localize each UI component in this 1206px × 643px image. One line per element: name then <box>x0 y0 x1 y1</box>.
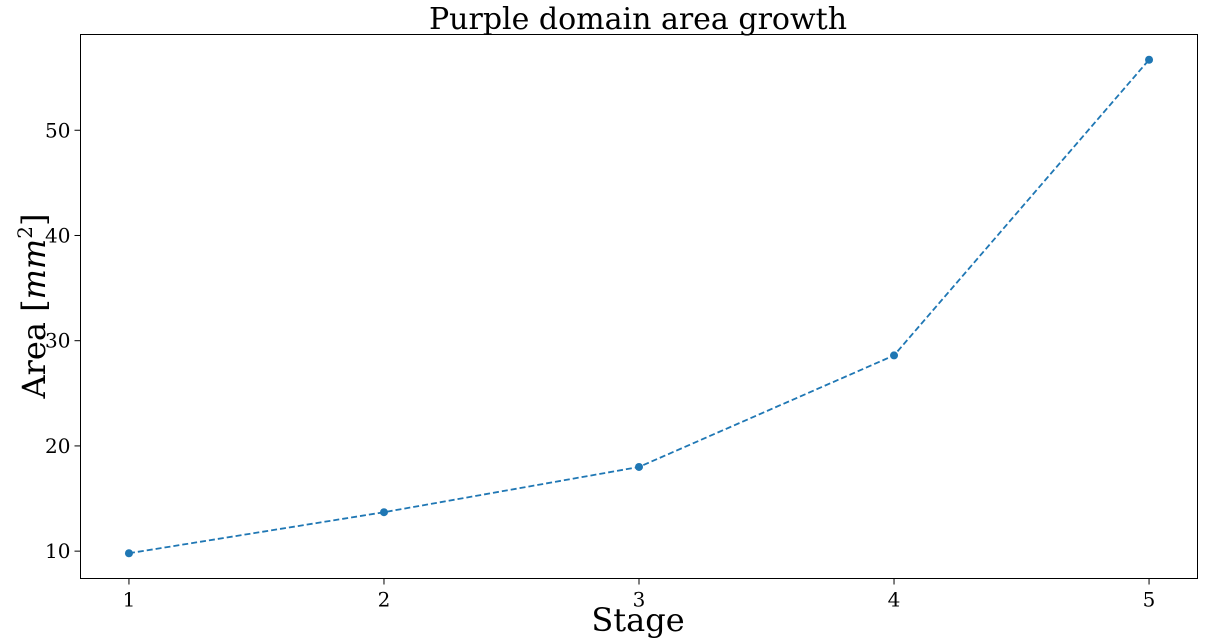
data-point <box>379 508 388 517</box>
y-axis-label-close: ] <box>15 214 53 226</box>
y-axis-label-text: Area [ <box>15 299 53 399</box>
y-tick-label: 50 <box>45 118 70 142</box>
y-axis-label: Area [mm2] <box>13 214 53 400</box>
data-point <box>124 549 133 558</box>
plot-frame <box>80 34 1198 579</box>
x-tick-label: 2 <box>378 588 391 612</box>
y-tick-label: 40 <box>45 223 70 247</box>
y-tick-label: 20 <box>45 434 70 458</box>
data-point <box>1145 55 1154 64</box>
x-tick-label: 1 <box>123 588 136 612</box>
x-tick-label: 3 <box>633 588 646 612</box>
x-tick-label: 4 <box>888 588 901 612</box>
x-axis-label: Stage <box>591 601 684 639</box>
y-axis: 10 20 30 40 50 <box>45 118 81 563</box>
y-tick-label: 30 <box>45 329 70 353</box>
x-tick-label: 5 <box>1143 588 1156 612</box>
y-axis-label-unit: mm <box>15 239 53 300</box>
data-point <box>635 462 643 471</box>
series-line <box>128 59 1150 555</box>
y-axis-label-exponent: 2 <box>13 226 37 239</box>
data-point <box>890 351 899 360</box>
y-tick-label: 10 <box>45 539 70 563</box>
chart-title: Purple domain area growth <box>429 2 847 37</box>
x-axis: 1 2 3 4 5 <box>123 578 1156 612</box>
series-group <box>124 55 1154 558</box>
